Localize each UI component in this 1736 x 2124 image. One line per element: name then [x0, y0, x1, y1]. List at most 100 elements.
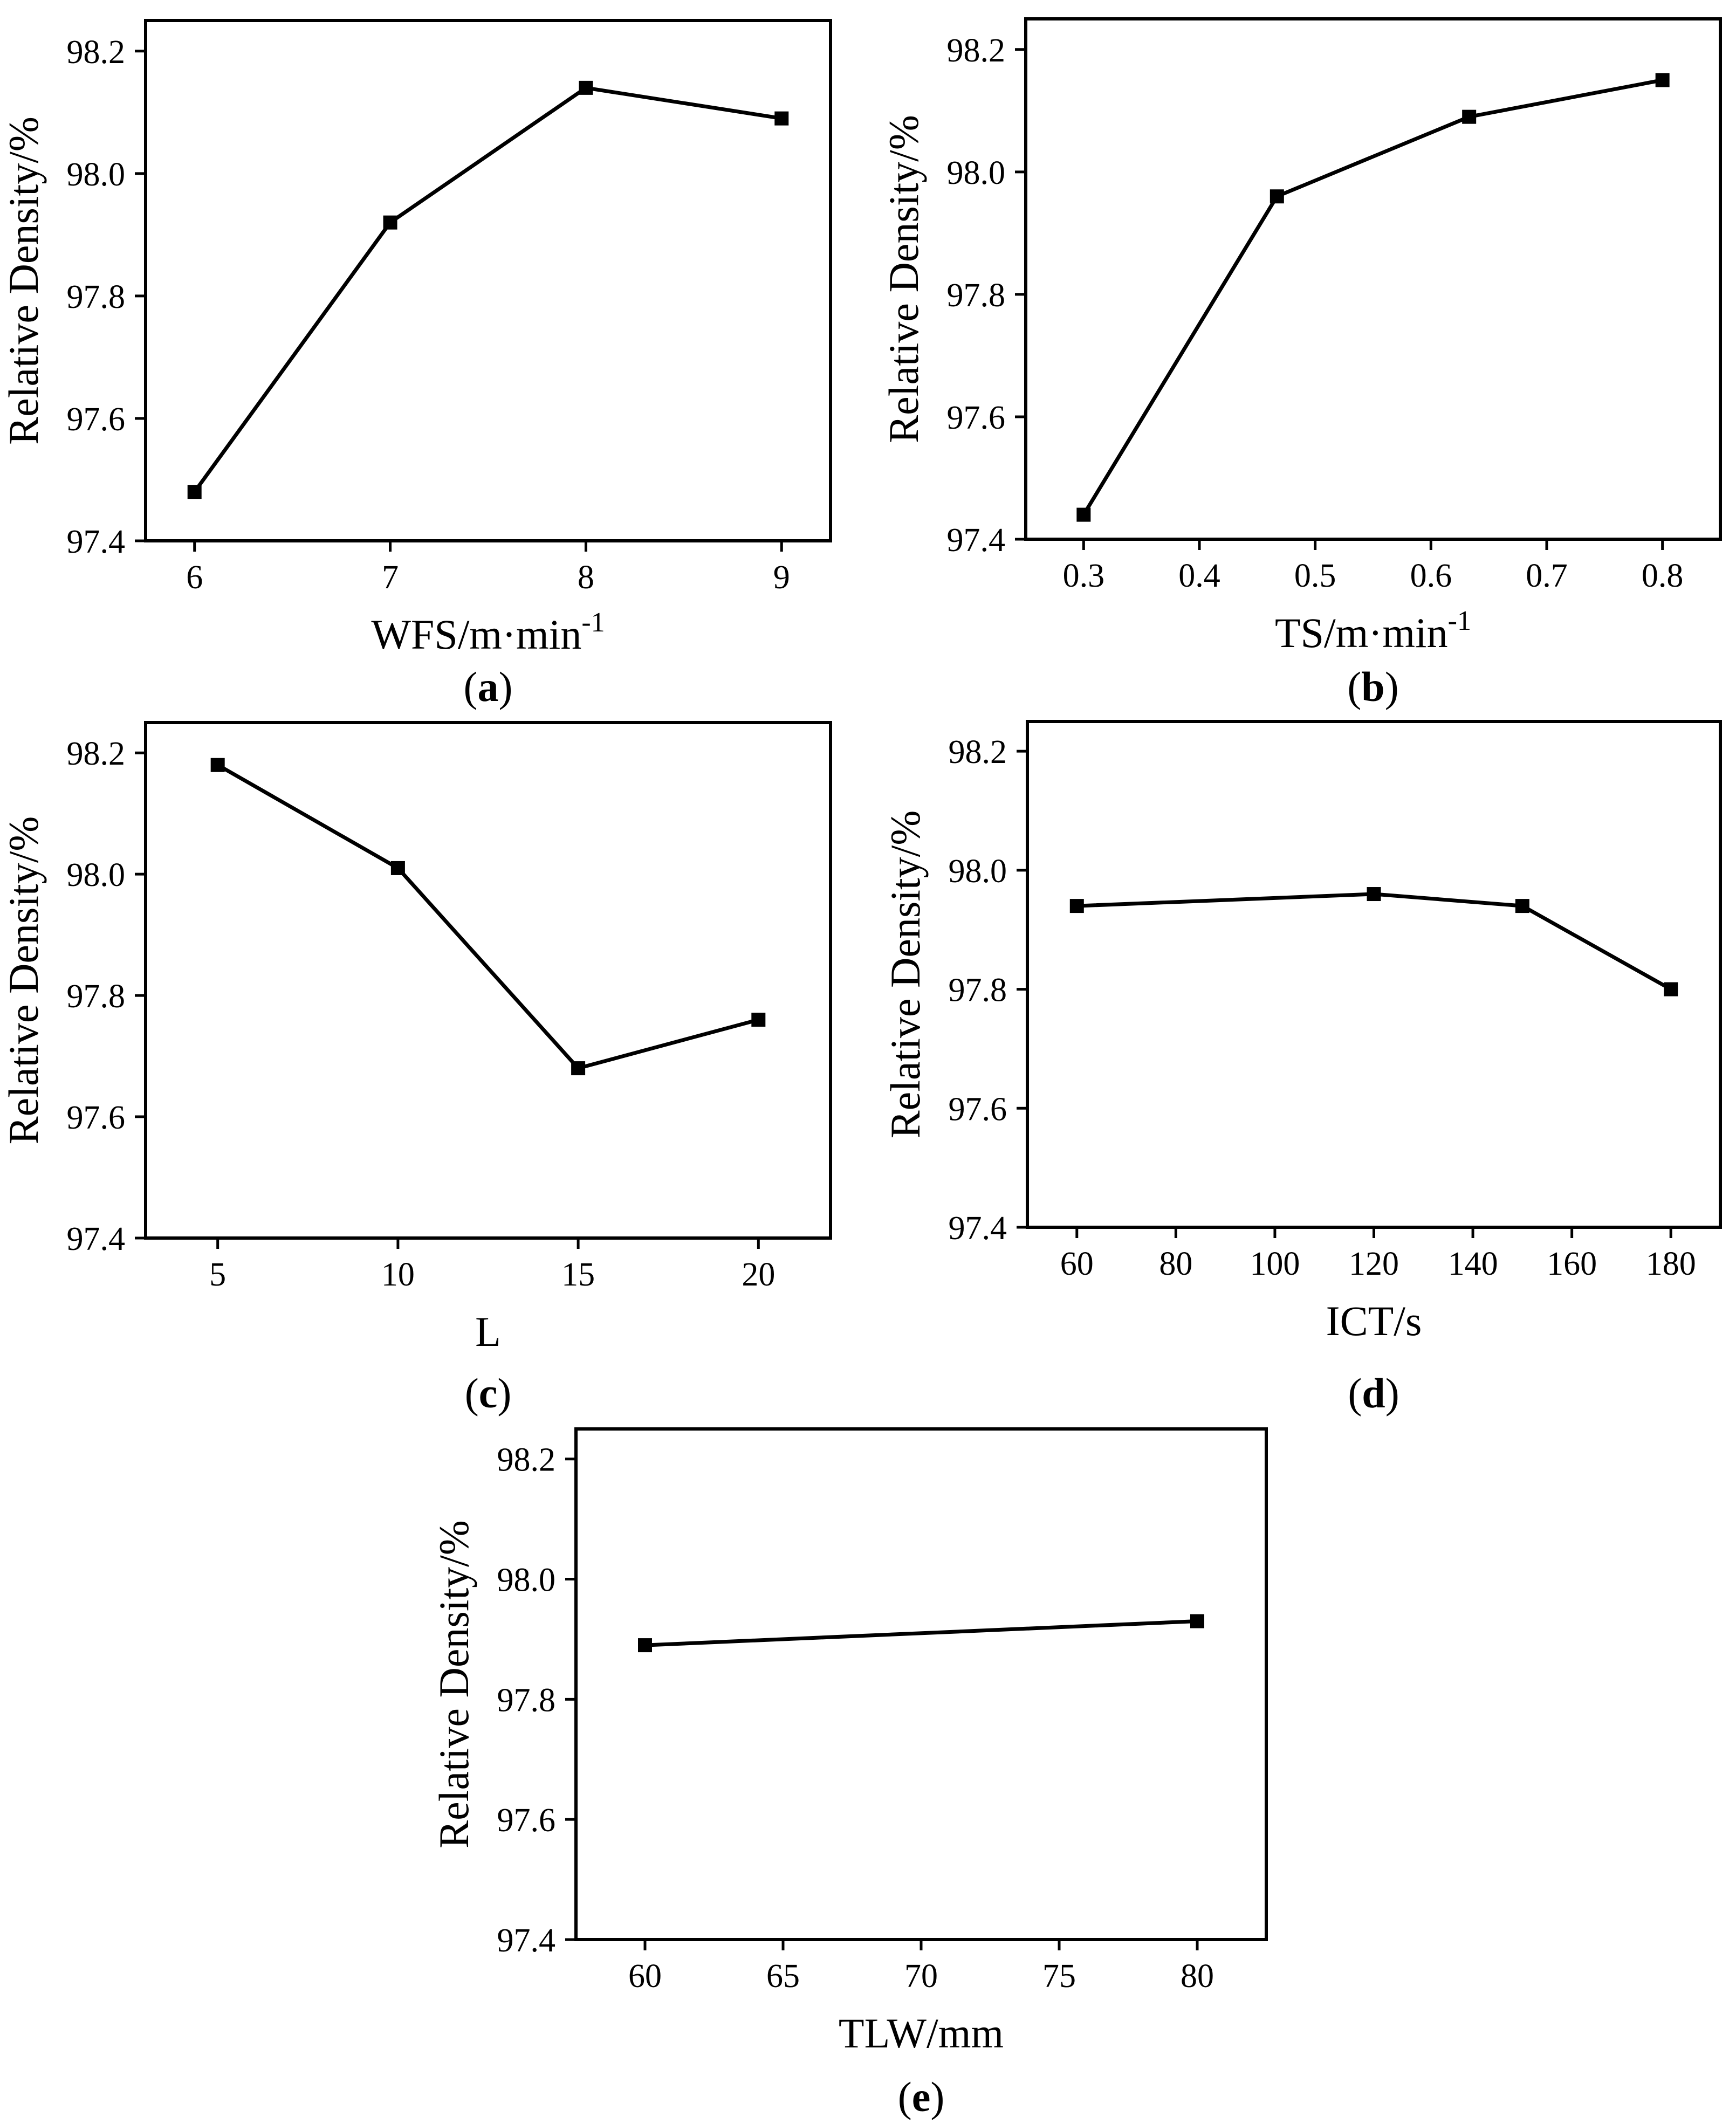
y-tick-label: 97.8 — [949, 972, 1007, 1009]
x-tick-label: 80 — [1181, 1958, 1214, 1995]
y-axis-title: Relative Density/% — [0, 816, 47, 1145]
data-point-marker — [210, 758, 225, 772]
series-line — [193, 86, 782, 493]
y-tick-label: 97.6 — [497, 1802, 556, 1839]
chart-panel-d: 60 80 100 120 140 160 180 97.4 97.6 97.8 98.0 98.2 I… — [882, 720, 1722, 1417]
y-tick-label: 97.6 — [947, 400, 1006, 436]
data-point-marker — [638, 1638, 652, 1653]
x-tick-label: 180 — [1646, 1246, 1696, 1282]
data-point-marker — [187, 485, 202, 499]
panel-label: (a) — [464, 663, 513, 710]
y-tick-label: 97.8 — [67, 279, 126, 315]
y-tick-label: 97.4 — [949, 1210, 1007, 1247]
x-axis-title-superscript: -1 — [581, 607, 605, 638]
y-tick-label: 97.4 — [67, 1221, 126, 1257]
x-axis-title-text: WFS/m·min — [371, 611, 581, 658]
chart-panel-b: 0.3 0.4 0.5 0.6 0.7 0.8 97.4 97.6 97.8 98.0 98.2 TS… — [880, 17, 1722, 710]
x-tick-label: 0.4 — [1178, 558, 1220, 594]
x-axis-title-superscript: -1 — [1448, 606, 1471, 636]
data-point-marker — [1367, 887, 1381, 902]
panel-label-open: ( — [464, 663, 478, 710]
y-tick-label: 97.8 — [947, 277, 1006, 314]
data-point-marker — [774, 111, 789, 126]
x-axis-title: L — [475, 1308, 501, 1355]
x-axis-title: WFS/m·min-1 — [371, 607, 605, 658]
panel-label: (e) — [898, 2073, 945, 2120]
x-tick-label: 0.6 — [1410, 558, 1452, 594]
series-line — [1076, 892, 1672, 991]
x-tick-label: 5 — [209, 1256, 226, 1293]
data-point-marker — [390, 861, 405, 875]
x-tick-label: 100 — [1250, 1246, 1300, 1282]
plot-frame — [574, 1427, 1268, 1941]
x-tick-label: 0.8 — [1642, 558, 1684, 594]
x-axis-title: ICT/s — [1326, 1297, 1422, 1344]
data-point-marker — [571, 1061, 586, 1076]
panel-label-letter: a — [478, 663, 499, 710]
x-tick-label: 0.5 — [1294, 558, 1336, 594]
y-axis-title: Relative Density/% — [0, 116, 47, 445]
data-point-marker — [1462, 109, 1477, 124]
x-tick-label: 6 — [186, 559, 203, 596]
data-point-marker — [1076, 507, 1091, 522]
y-tick-label: 97.6 — [949, 1091, 1007, 1128]
data-point-marker — [579, 80, 593, 95]
x-axis-title: TLW/mm — [839, 2010, 1004, 2057]
y-tick-label: 98.2 — [67, 736, 126, 772]
panel-label-open: ( — [465, 1370, 479, 1417]
panel-label-close: ) — [1385, 1370, 1399, 1417]
panel-label-open: ( — [898, 2073, 912, 2120]
data-point-marker — [383, 215, 397, 230]
y-axis-title: Relative Density/% — [880, 115, 927, 443]
panel-label-close: ) — [930, 2073, 944, 2120]
y-tick-label: 98.2 — [949, 734, 1007, 771]
data-point-marker — [1270, 189, 1284, 204]
x-axis-title-text: TLW/mm — [839, 2010, 1004, 2057]
x-axis-title-text: ICT/s — [1326, 1297, 1422, 1344]
panel-label-letter: d — [1362, 1370, 1385, 1417]
x-tick-label: 140 — [1448, 1246, 1498, 1282]
series-line — [644, 1619, 1198, 1647]
panel-label: (c) — [465, 1370, 512, 1417]
x-tick-label: 120 — [1349, 1246, 1399, 1282]
data-point-marker — [1515, 899, 1529, 913]
y-tick-label: 98.2 — [497, 1442, 556, 1479]
y-axis-title: Relative Density/% — [882, 810, 929, 1139]
chart-panel-e: 60 65 70 75 80 97.4 97.6 97.8 98.0 98.2 TLW/mm Rela… — [430, 1427, 1268, 2120]
y-tick-label: 97.8 — [497, 1682, 556, 1719]
x-tick-label: 9 — [773, 559, 790, 596]
x-tick-label: 15 — [561, 1256, 595, 1293]
panel-label-letter: e — [912, 2073, 931, 2120]
x-tick-label: 80 — [1159, 1246, 1192, 1282]
series-line — [216, 763, 759, 1071]
y-axis-title: Relative Density/% — [430, 1520, 477, 1848]
panel-label-letter: c — [479, 1370, 498, 1417]
x-tick-label: 0.3 — [1063, 558, 1105, 594]
panel-label-open: ( — [1347, 663, 1361, 710]
x-tick-label: 0.7 — [1526, 558, 1568, 594]
panel-label-close: ) — [499, 663, 513, 710]
y-tick-label: 98.0 — [949, 853, 1007, 890]
y-tick-label: 97.6 — [67, 1099, 126, 1136]
chart-panel-a: 6 7 8 9 97.4 97.6 97.8 98.0 98.2 WFS/m·min-1 Relat… — [0, 19, 832, 710]
x-tick-label: 8 — [578, 559, 594, 596]
data-point-marker — [1664, 982, 1678, 996]
panel-label-open: ( — [1348, 1370, 1362, 1417]
panel-label-close: ) — [1385, 663, 1399, 710]
data-point-marker — [751, 1013, 766, 1027]
y-tick-label: 97.6 — [67, 401, 126, 438]
plot-frame — [1026, 720, 1722, 1229]
y-tick-label: 98.2 — [947, 32, 1006, 69]
x-tick-label: 60 — [1060, 1246, 1094, 1282]
panel-label: (d) — [1348, 1370, 1399, 1417]
x-tick-label: 7 — [382, 559, 399, 596]
y-tick-label: 98.0 — [67, 156, 126, 193]
plot-frame — [144, 721, 832, 1240]
y-tick-label: 98.0 — [67, 857, 126, 893]
x-tick-label: 70 — [904, 1958, 938, 1995]
x-tick-label: 10 — [381, 1256, 415, 1293]
x-tick-label: 160 — [1547, 1246, 1597, 1282]
x-axis-title-text: TS/m·min — [1275, 609, 1448, 656]
y-tick-label: 98.0 — [497, 1562, 556, 1599]
chart-panel-c: 5 10 15 20 97.4 97.6 97.8 98.0 98.2 L Relative Den… — [0, 721, 832, 1417]
